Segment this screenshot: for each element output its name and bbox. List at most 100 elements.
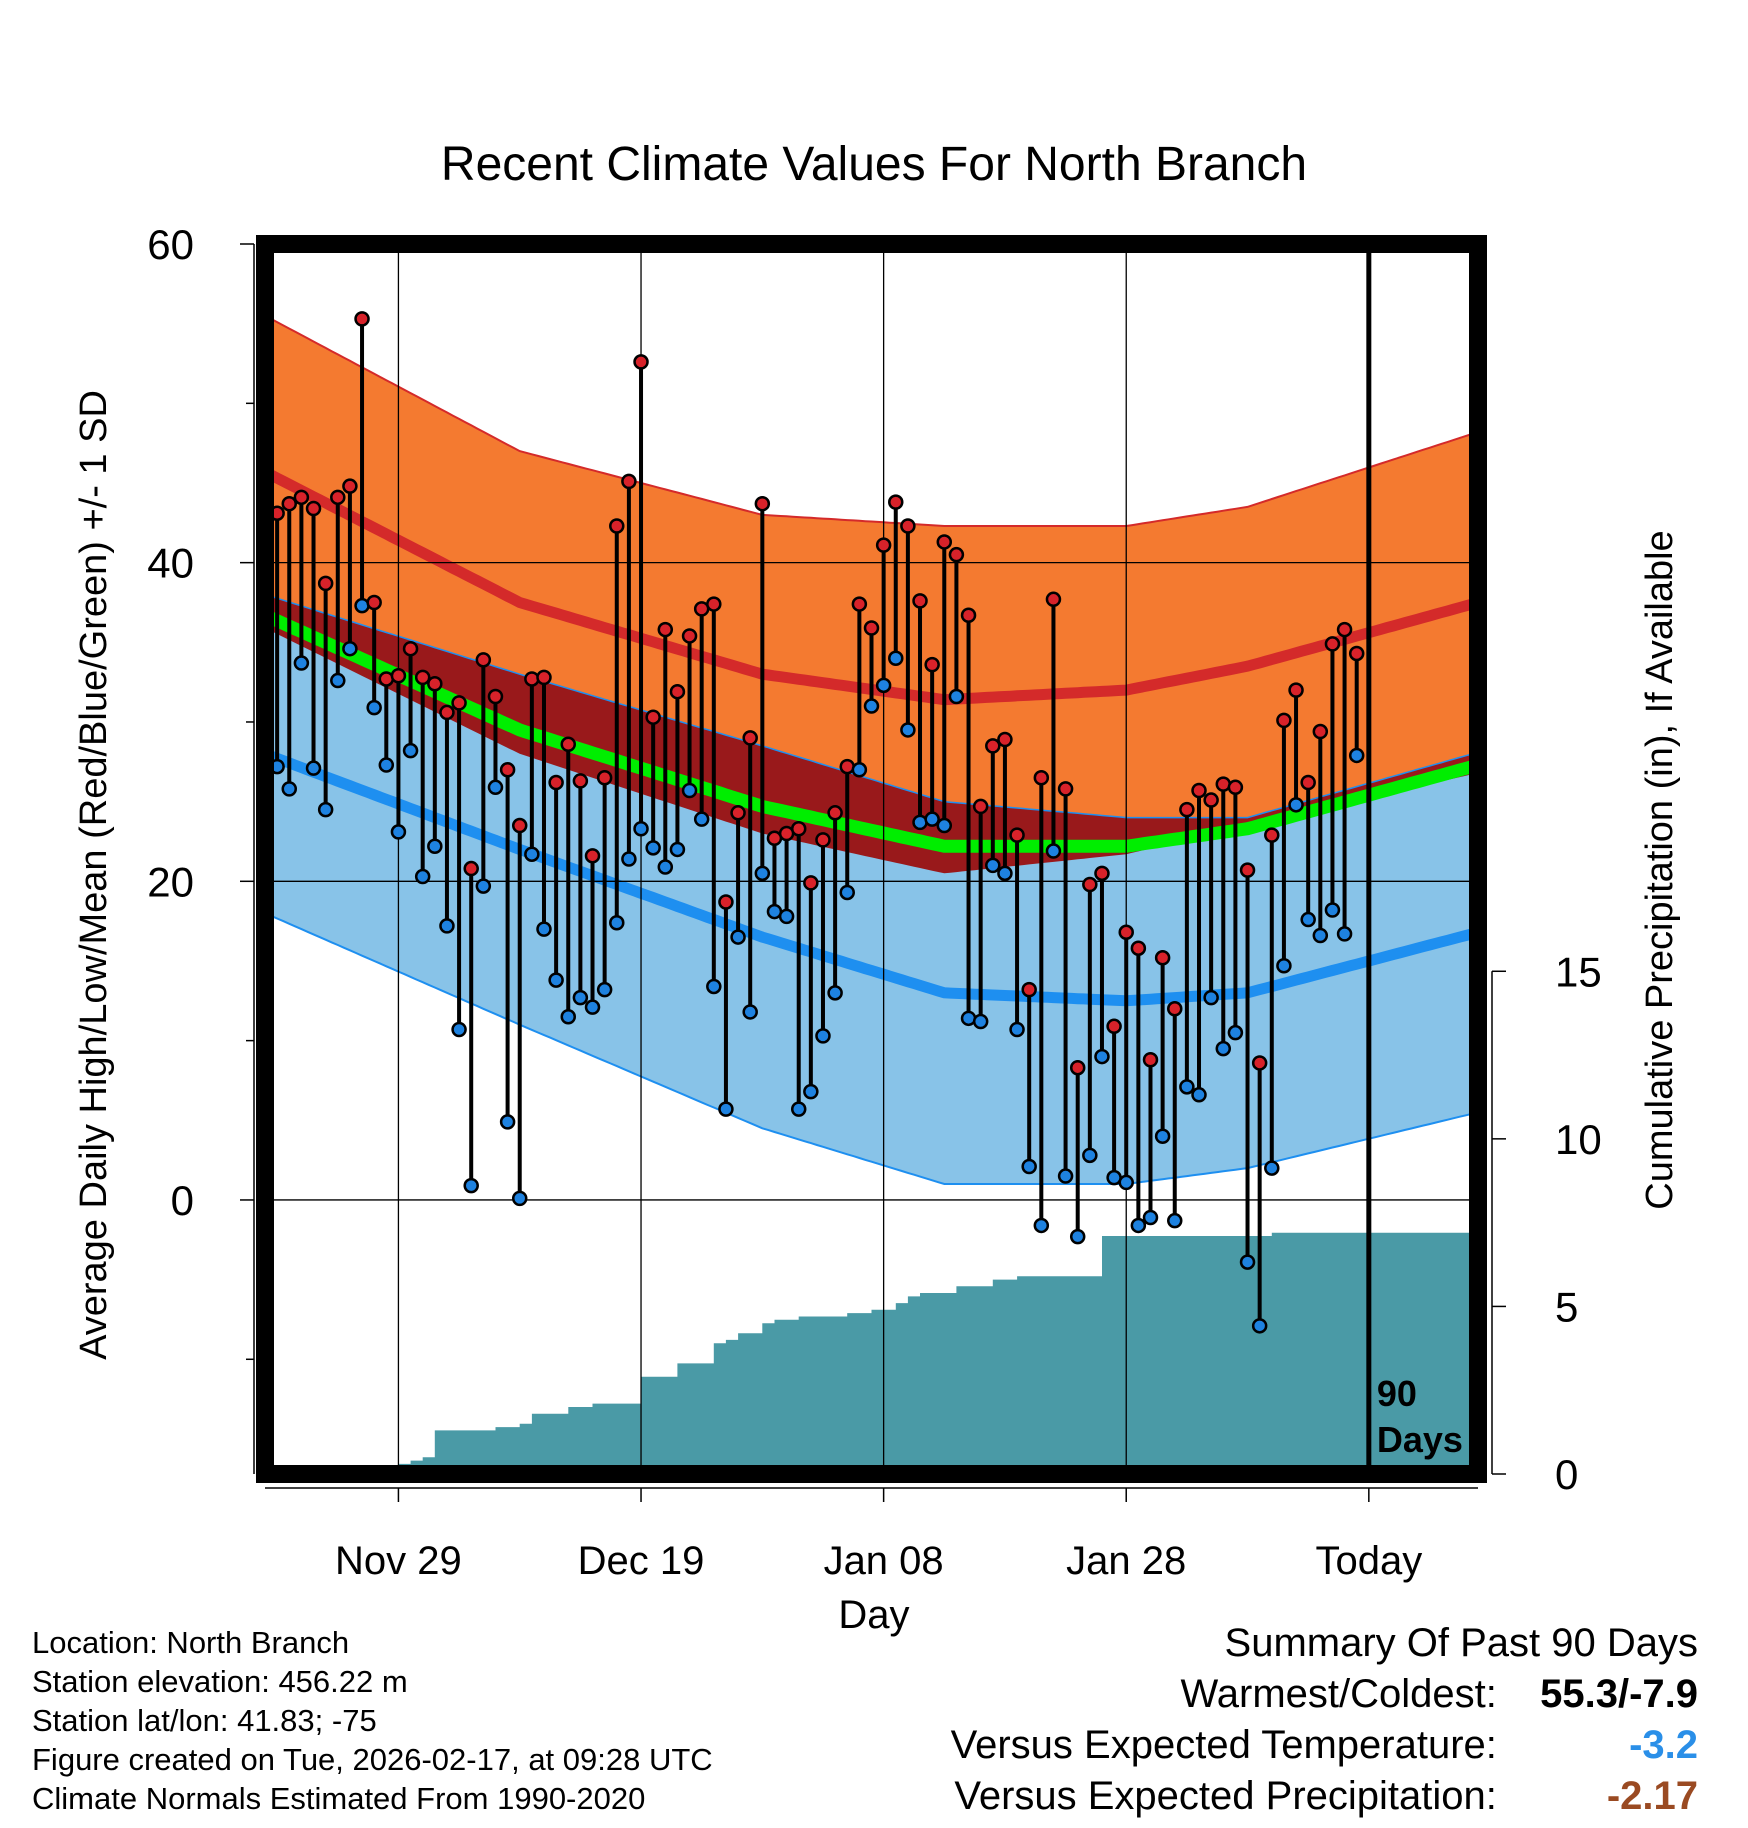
daily-low-point — [1082, 1147, 1098, 1164]
daily-low-point — [475, 878, 492, 894]
location-text: Location: North Branch — [32, 1625, 350, 1660]
x-tick-label: Today — [1315, 1539, 1422, 1583]
daily-high-point — [1324, 636, 1341, 652]
daily-low-point — [1009, 1021, 1025, 1038]
y2-tick-label: 10 — [1555, 1116, 1602, 1163]
daily-high-point — [317, 575, 334, 592]
daily-high-point — [997, 731, 1013, 748]
x-axis-label: Day — [838, 1593, 909, 1637]
daily-low-point — [900, 722, 916, 738]
daily-high-point — [803, 875, 819, 891]
daily-low-point — [378, 757, 395, 773]
daily-high-point — [1348, 645, 1365, 662]
daily-low-point — [948, 688, 965, 705]
daily-high-point — [827, 805, 843, 821]
latlon-text: Station lat/lon: 41.83; -75 — [32, 1703, 377, 1738]
daily-high-point — [948, 546, 965, 563]
daily-high-point — [875, 537, 892, 553]
daily-low-point — [1033, 1217, 1050, 1234]
daily-low-point — [657, 859, 674, 875]
daily-high-point — [475, 652, 492, 668]
daily-low-point — [402, 742, 419, 759]
y-tick-label: 60 — [147, 221, 194, 268]
precip-cumulative-area — [265, 1232, 1478, 1474]
daily-high-point — [645, 709, 661, 725]
precipitation-area — [265, 1232, 1478, 1474]
daily-low-point — [1239, 1254, 1256, 1270]
daily-high-point — [1094, 865, 1110, 882]
daily-high-point — [1021, 981, 1037, 998]
daily-low-point — [342, 640, 358, 657]
daily-low-point — [1069, 1228, 1086, 1245]
daily-low-point — [778, 908, 795, 925]
plot-border — [256, 235, 1487, 1483]
daily-low-point — [645, 840, 661, 856]
plot-frame: 90 Days — [256, 235, 1487, 1483]
daily-low-point — [524, 846, 540, 862]
daily-low-point — [305, 760, 322, 776]
daily-high-point — [1191, 782, 1207, 799]
daily-low-point — [463, 1177, 479, 1194]
low-upper-edge — [265, 593, 1478, 819]
high-upper-edge — [265, 314, 1478, 527]
daily-high-point — [669, 683, 686, 700]
precip-departure-row: Versus Expected Precipitation: -2.17 — [951, 1771, 1698, 1822]
precip-departure-value: -2.17 — [1606, 1774, 1698, 1818]
daily-high-point — [499, 762, 516, 778]
daily-high-point — [924, 656, 940, 673]
daily-low-point — [972, 1013, 989, 1030]
daily-low-point — [560, 1008, 576, 1025]
daily-low-point — [718, 1101, 734, 1117]
daily-low-point — [1312, 927, 1329, 944]
daily-low-point — [693, 811, 710, 827]
daily-high-point — [1227, 779, 1244, 796]
daily-low-point — [742, 1004, 758, 1020]
daily-high-point — [706, 596, 722, 612]
today-marker-label: 90 — [1377, 1373, 1417, 1414]
daily-low-point — [1179, 1079, 1195, 1095]
daily-high-point — [596, 769, 613, 786]
daily-low-point — [609, 914, 625, 931]
temp-departure-value: -3.2 — [1629, 1723, 1698, 1767]
daily-low-point — [706, 978, 722, 995]
daily-low-point — [1142, 1209, 1159, 1226]
normal-mean-line — [265, 609, 1478, 853]
daily-high-point — [1264, 827, 1280, 843]
daily-low-point — [1094, 1048, 1110, 1065]
daily-low-point — [875, 677, 892, 694]
daily-low-point — [1276, 957, 1292, 974]
normals-text: Climate Normals Estimated From 1990-2020 — [32, 1781, 646, 1816]
daily-high-point — [1300, 774, 1316, 791]
daily-low-point — [997, 865, 1013, 882]
daily-high-point — [402, 640, 419, 657]
daily-high-point — [342, 478, 358, 494]
daily-high-point — [1130, 940, 1147, 956]
warmest-coldest-row: Warmest/Coldest: 55.3/-7.9 — [951, 1669, 1699, 1720]
daily-low-point — [281, 781, 298, 797]
daily-high-point — [451, 695, 467, 711]
daily-high-point — [1106, 1018, 1122, 1035]
daily-high-point — [354, 311, 370, 327]
x-tick-label: Jan 08 — [824, 1539, 944, 1583]
warmest-coldest-value: 55.3/-7.9 — [1540, 1672, 1698, 1716]
daily-low-point — [451, 1021, 467, 1038]
daily-high-point — [1312, 723, 1329, 740]
daily-high-point — [511, 817, 528, 834]
daily-high-point — [1033, 769, 1050, 786]
daily-low-point — [293, 655, 310, 671]
daily-high-point — [742, 730, 758, 746]
daily-high-point — [621, 473, 637, 490]
temp-departure-row: Versus Expected Temperature: -3.2 — [951, 1720, 1698, 1771]
daily-low-point — [366, 699, 382, 716]
daily-low-point — [499, 1114, 516, 1130]
daily-low-point — [1203, 989, 1219, 1006]
daily-high-point — [548, 774, 564, 791]
daily-high-point — [560, 736, 576, 753]
today-marker-label: Days — [1377, 1419, 1463, 1460]
daily-low-point — [572, 989, 589, 1006]
daily-low-point — [1251, 1318, 1268, 1334]
y-axis-label: Average Daily High/Low/Mean (Red/Blue/Gr… — [73, 390, 115, 1360]
daily-low-point — [330, 672, 346, 689]
daily-high-point — [330, 489, 346, 506]
daily-low-point — [803, 1083, 819, 1100]
